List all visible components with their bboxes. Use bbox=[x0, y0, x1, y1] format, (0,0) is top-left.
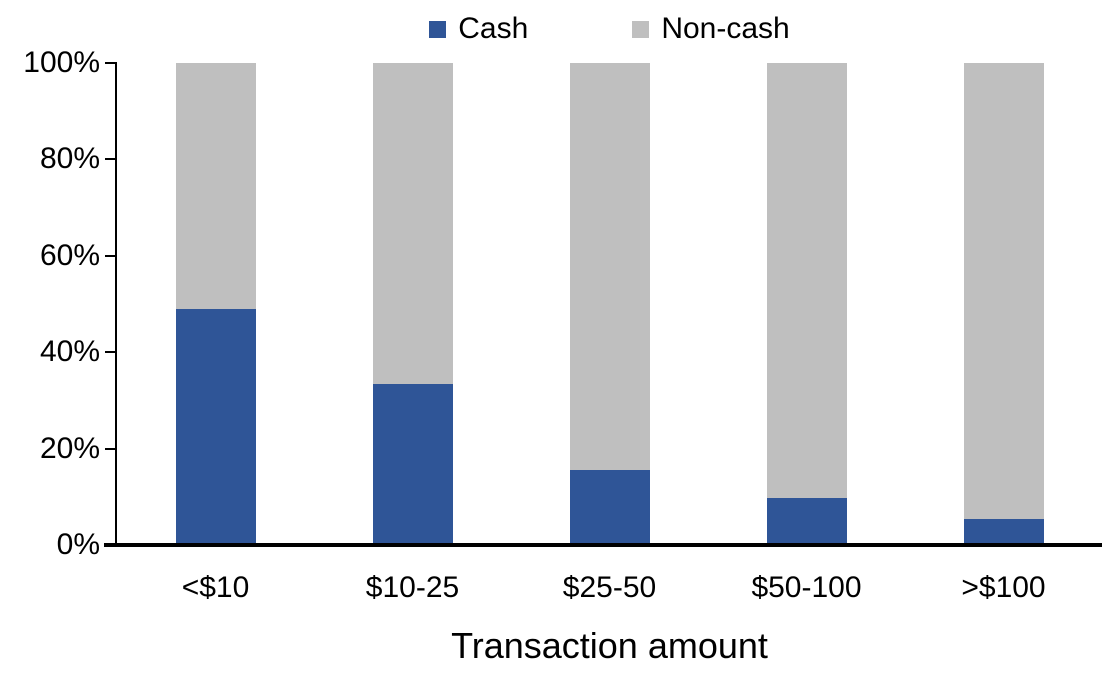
bar bbox=[766, 63, 847, 545]
x-tick-label: >$100 bbox=[961, 571, 1046, 604]
bar-segment-cash bbox=[175, 308, 256, 545]
y-tick-mark bbox=[105, 254, 115, 257]
legend-label: Cash bbox=[458, 12, 529, 45]
legend-swatch-cash-icon bbox=[429, 20, 447, 38]
x-axis-title: Transaction amount bbox=[451, 625, 768, 666]
bar bbox=[963, 63, 1044, 545]
y-tick-mark bbox=[105, 351, 115, 354]
legend-item-cash: Cash bbox=[429, 8, 528, 50]
x-axis-line bbox=[104, 543, 1102, 547]
y-tick-label: 100% bbox=[23, 46, 100, 79]
bar-segment-cash bbox=[766, 497, 847, 545]
bar-segment-cash bbox=[372, 384, 453, 545]
bar bbox=[175, 63, 256, 545]
y-tick-label: 40% bbox=[39, 335, 100, 369]
bar-segment-non-cash bbox=[175, 63, 256, 309]
y-tick-label: 0% bbox=[56, 528, 100, 561]
bar-segment-cash bbox=[569, 469, 650, 545]
x-tick-label: $25-50 bbox=[562, 571, 657, 604]
legend-label: Non-cash bbox=[661, 12, 790, 45]
y-tick-mark bbox=[105, 158, 115, 161]
y-tick-label: 60% bbox=[39, 238, 100, 272]
legend: Cash Non-cash bbox=[117, 8, 1102, 50]
bar-segment-non-cash bbox=[963, 63, 1044, 519]
x-tick-label: $50-100 bbox=[751, 571, 862, 604]
y-tick-mark bbox=[105, 62, 115, 64]
y-axis-line bbox=[115, 62, 117, 545]
plot-area bbox=[117, 63, 1102, 545]
bar bbox=[569, 63, 650, 545]
x-tick-label: $10-25 bbox=[365, 571, 460, 604]
legend-swatch-non-cash-icon bbox=[632, 20, 650, 38]
legend-item-non-cash: Non-cash bbox=[632, 8, 790, 50]
bar-segment-non-cash bbox=[569, 63, 650, 470]
bar-segment-non-cash bbox=[766, 63, 847, 498]
bar bbox=[372, 63, 453, 545]
y-tick-mark bbox=[105, 447, 115, 450]
bar-segment-cash bbox=[963, 518, 1044, 545]
x-tick-label: <$10 bbox=[181, 571, 250, 604]
y-tick-label: 20% bbox=[39, 431, 100, 465]
y-tick-label: 80% bbox=[39, 142, 100, 176]
bar-segment-non-cash bbox=[372, 63, 453, 384]
y-tick-mark bbox=[105, 544, 115, 546]
